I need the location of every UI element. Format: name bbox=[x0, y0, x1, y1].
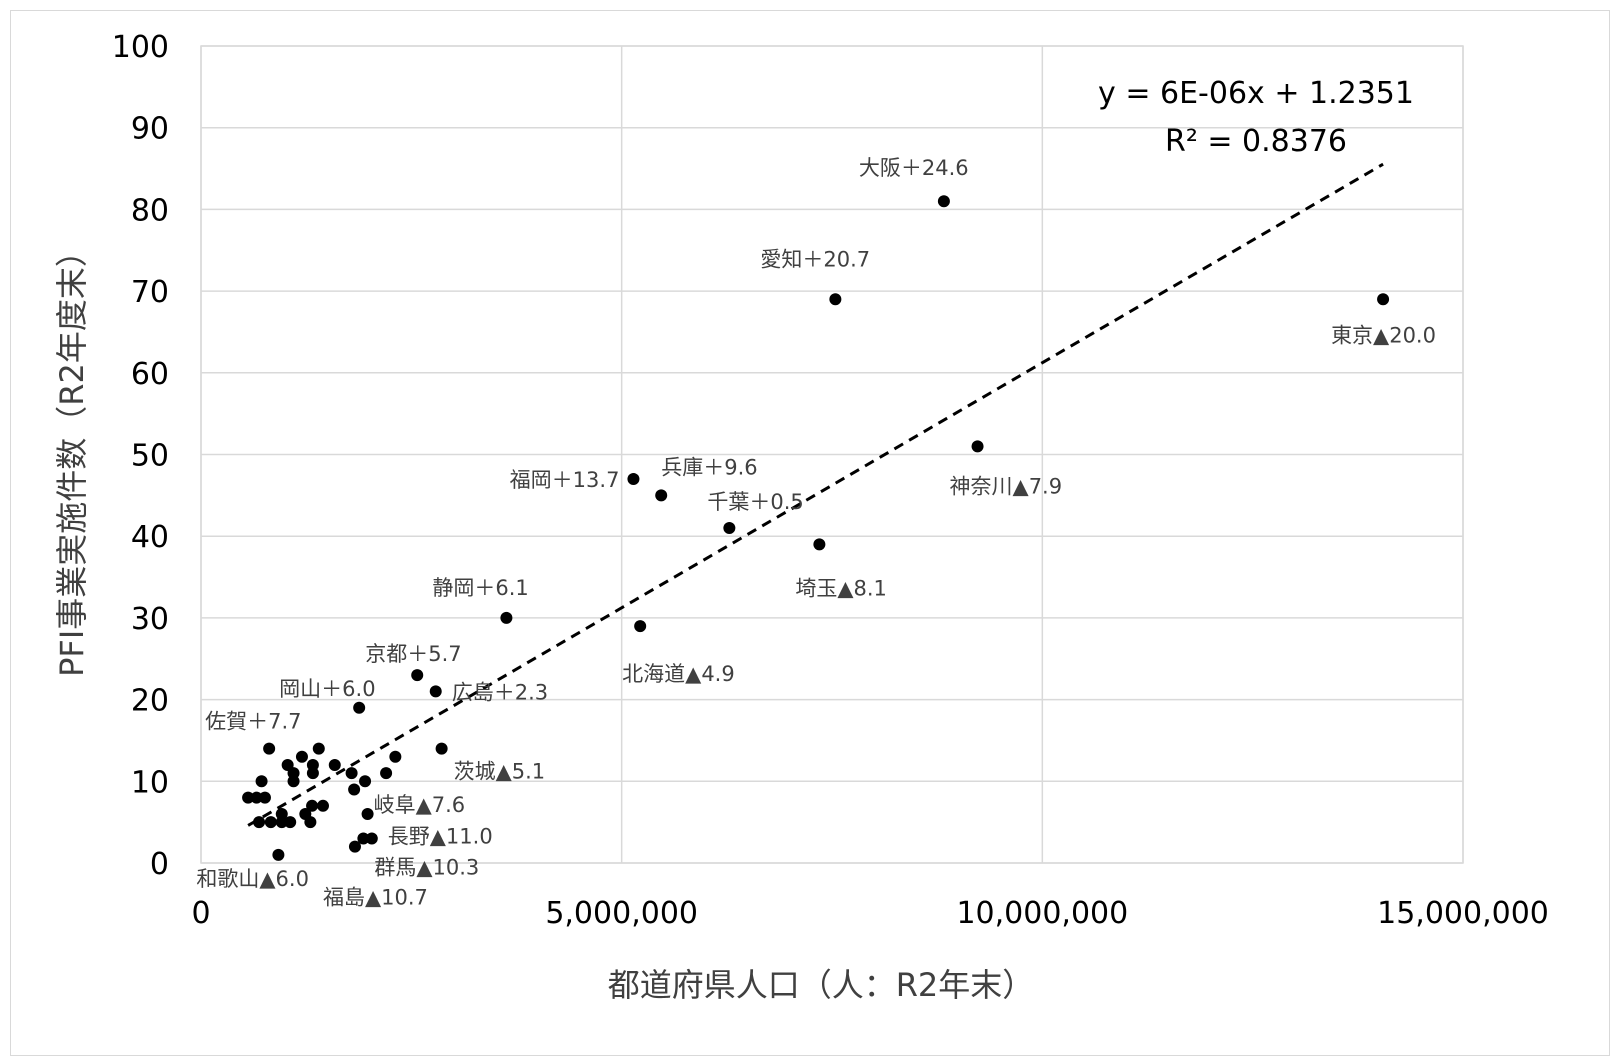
point-label: 群馬▲10.3 bbox=[374, 855, 479, 879]
data-point bbox=[255, 775, 268, 788]
point-label: 佐賀＋7.7 bbox=[205, 710, 301, 734]
data-point bbox=[345, 767, 358, 780]
y-tick-label: 60 bbox=[131, 357, 169, 392]
y-axis-title: PFI事業実施件数（R2年度末） bbox=[53, 235, 91, 677]
point-label: 福岡＋13.7 bbox=[510, 468, 620, 492]
data-point-labeled bbox=[353, 701, 366, 714]
point-label: 愛知＋20.7 bbox=[760, 247, 870, 271]
axis-layer: 0 10 20 30 40 50 60 70 80 90 100 0 5,000,000 10,000,0… bbox=[112, 30, 1549, 931]
data-point-labeled bbox=[272, 848, 285, 861]
data-point bbox=[281, 758, 294, 771]
grid-layer bbox=[200, 45, 1464, 864]
point-label: 岡山＋6.0 bbox=[279, 677, 375, 701]
x-tick-label: 10,000,000 bbox=[956, 896, 1128, 931]
data-point bbox=[312, 742, 325, 755]
data-point bbox=[253, 816, 266, 829]
trendline bbox=[247, 162, 1384, 827]
data-point-labeled bbox=[365, 832, 378, 845]
data-point bbox=[359, 775, 372, 788]
trendline-equation: y = 6E-06x + 1.2351 bbox=[1098, 76, 1414, 111]
y-tick-label: 0 bbox=[150, 847, 169, 882]
data-point bbox=[275, 816, 288, 829]
data-point bbox=[258, 791, 271, 804]
y-tick-label: 90 bbox=[131, 112, 169, 147]
point-label: 和歌山▲6.0 bbox=[196, 867, 309, 891]
y-tick-label: 30 bbox=[131, 602, 169, 637]
data-point-labeled bbox=[937, 195, 950, 208]
x-tick-label: 15,000,000 bbox=[1377, 896, 1549, 931]
y-tick-label: 70 bbox=[131, 275, 169, 310]
point-label: 兵庫＋9.6 bbox=[661, 455, 757, 479]
point-label: 埼玉▲8.1 bbox=[795, 576, 887, 600]
data-point-labeled bbox=[357, 832, 370, 845]
data-point bbox=[316, 799, 329, 812]
data-point-labeled bbox=[361, 807, 374, 820]
data-point bbox=[348, 783, 361, 796]
data-point-labeled bbox=[1377, 293, 1390, 306]
data-point-labeled bbox=[500, 611, 513, 624]
point-label: 北海道▲4.9 bbox=[622, 662, 735, 686]
point-label: 長野▲11.0 bbox=[388, 824, 493, 848]
data-point-labeled bbox=[723, 522, 736, 535]
chart-frame: 0 10 20 30 40 50 60 70 80 90 100 0 5,000,000 10,000,0… bbox=[10, 10, 1610, 1056]
data-point bbox=[295, 750, 308, 763]
point-label: 岐阜▲7.6 bbox=[374, 793, 466, 817]
y-tick-label: 10 bbox=[131, 765, 169, 800]
data-point-labeled bbox=[435, 742, 448, 755]
data-point bbox=[389, 750, 402, 763]
trendline-layer bbox=[247, 162, 1384, 827]
data-point-labeled bbox=[971, 440, 984, 453]
y-tick-label: 80 bbox=[131, 193, 169, 228]
y-tick-label: 50 bbox=[131, 439, 169, 474]
data-point bbox=[380, 767, 393, 780]
point-label: 広島＋2.3 bbox=[452, 680, 548, 704]
data-point bbox=[250, 791, 263, 804]
point-label: 東京▲20.0 bbox=[1331, 323, 1436, 347]
point-label: 神奈川▲7.9 bbox=[950, 474, 1063, 498]
data-point bbox=[242, 791, 255, 804]
data-point-labeled bbox=[829, 293, 842, 306]
data-point-labeled bbox=[627, 473, 640, 486]
trendline-r-squared: R² = 0.8376 bbox=[1165, 124, 1347, 159]
scatter-chart: 0 10 20 30 40 50 60 70 80 90 100 0 5,000,000 10,000,0… bbox=[53, 30, 1549, 1004]
x-axis-title: 都道府県人口（人：R2年末） bbox=[608, 966, 1035, 1004]
data-point-labeled bbox=[655, 489, 668, 502]
data-point-labeled bbox=[263, 742, 276, 755]
data-point-labeled bbox=[429, 685, 442, 698]
data-point-labeled bbox=[411, 669, 424, 682]
point-label: 静岡＋6.1 bbox=[432, 576, 528, 600]
data-point bbox=[287, 775, 300, 788]
y-tick-label: 20 bbox=[131, 684, 169, 719]
y-tick-label: 100 bbox=[112, 30, 169, 65]
data-point-labeled bbox=[348, 840, 361, 853]
y-tick-label: 40 bbox=[131, 520, 169, 555]
data-point bbox=[306, 758, 319, 771]
data-point bbox=[264, 816, 277, 829]
x-tick-label: 5,000,000 bbox=[545, 896, 698, 931]
x-tick-label: 0 bbox=[191, 896, 210, 931]
data-point bbox=[284, 816, 297, 829]
data-point bbox=[304, 816, 317, 829]
point-label: 京都＋5.7 bbox=[365, 642, 461, 666]
data-point bbox=[306, 799, 319, 812]
point-labels-layer: 東京▲20.0 大阪＋24.6 愛知＋20.7 神奈川▲7.9 埼玉▲8.1 千葉＋0.5… bbox=[196, 156, 1436, 909]
point-label: 大阪＋24.6 bbox=[859, 156, 969, 180]
data-points-layer bbox=[242, 195, 1390, 861]
point-label: 千葉＋0.5 bbox=[707, 490, 803, 514]
point-label: 茨城▲5.1 bbox=[454, 760, 546, 784]
data-point bbox=[328, 758, 341, 771]
data-point-labeled bbox=[634, 620, 647, 633]
point-label: 福島▲10.7 bbox=[323, 886, 428, 910]
data-point-labeled bbox=[813, 538, 826, 551]
